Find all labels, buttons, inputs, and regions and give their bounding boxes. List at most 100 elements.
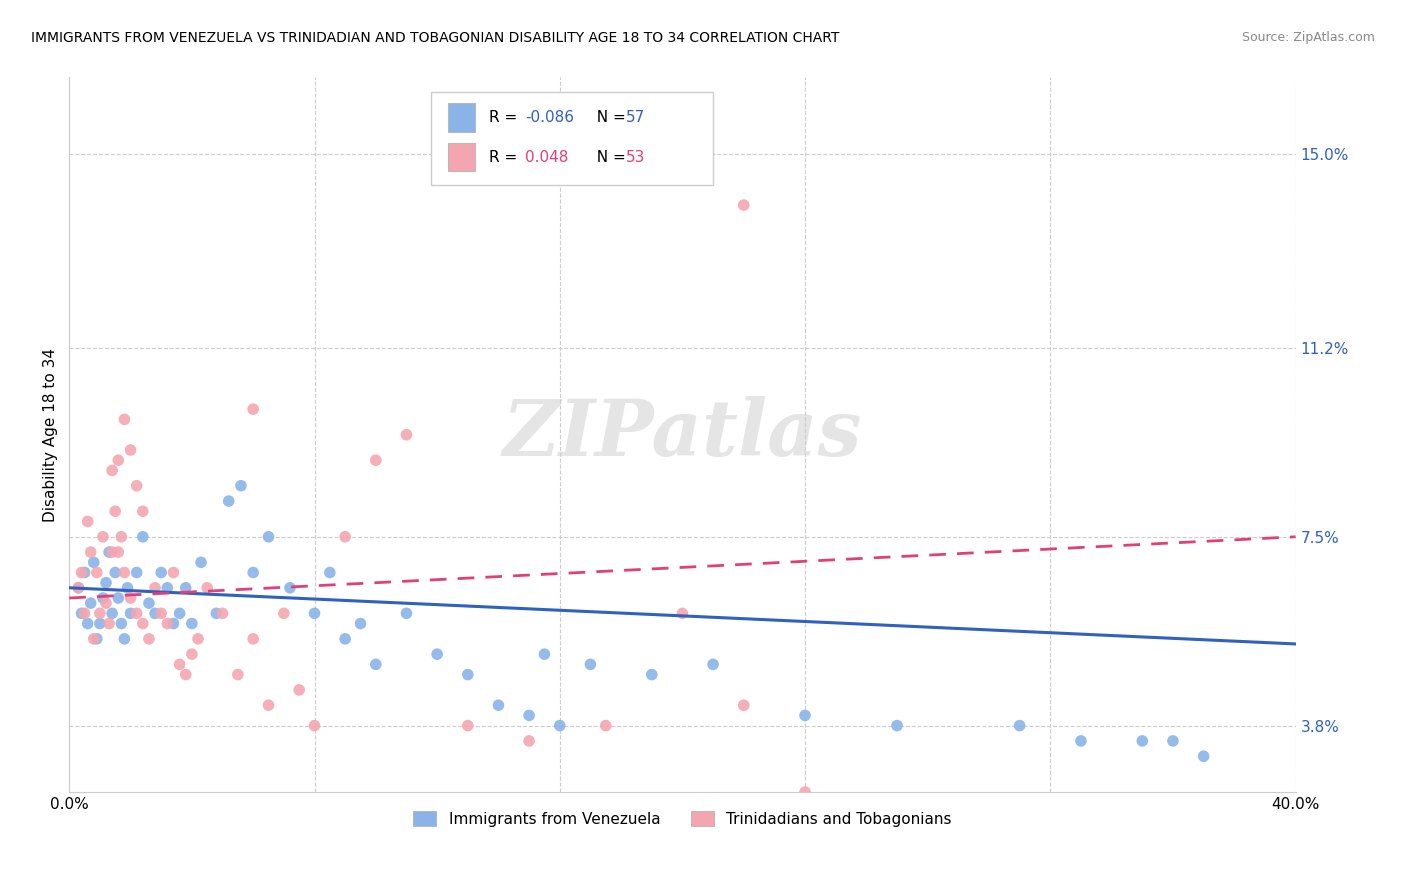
Point <box>242 566 264 580</box>
Point <box>86 566 108 580</box>
Point <box>457 718 479 732</box>
Point <box>73 566 96 580</box>
Point <box>273 607 295 621</box>
Point <box>333 632 356 646</box>
Point <box>94 575 117 590</box>
Point <box>211 607 233 621</box>
Point <box>180 647 202 661</box>
FancyBboxPatch shape <box>449 143 475 171</box>
Point <box>364 657 387 672</box>
Point <box>257 698 280 713</box>
Point <box>120 442 142 457</box>
Point <box>733 698 755 713</box>
Point <box>794 708 817 723</box>
Point <box>76 515 98 529</box>
Point <box>120 591 142 605</box>
Point <box>132 530 155 544</box>
Point <box>257 530 280 544</box>
Point <box>101 607 124 621</box>
Point <box>73 607 96 621</box>
Point <box>101 463 124 477</box>
Point <box>886 718 908 732</box>
Text: ZIPatlas: ZIPatlas <box>503 396 862 473</box>
Point <box>278 581 301 595</box>
Point <box>187 632 209 646</box>
Point <box>533 647 555 661</box>
Point <box>579 657 602 672</box>
Point <box>288 682 311 697</box>
Point <box>98 616 121 631</box>
Point <box>125 479 148 493</box>
Point <box>1008 718 1031 732</box>
Point <box>117 581 139 595</box>
Point <box>304 607 326 621</box>
Legend: Immigrants from Venezuela, Trinidadians and Tobagonians: Immigrants from Venezuela, Trinidadians … <box>406 804 959 834</box>
Point <box>125 607 148 621</box>
Point <box>174 581 197 595</box>
Text: 0.048: 0.048 <box>526 150 569 165</box>
Point <box>1130 734 1153 748</box>
Point <box>1192 749 1215 764</box>
Point <box>67 581 90 595</box>
Point <box>80 545 103 559</box>
Text: -0.086: -0.086 <box>526 111 575 125</box>
Point <box>120 607 142 621</box>
Point <box>156 616 179 631</box>
Point <box>517 734 540 748</box>
Point <box>150 607 173 621</box>
Point <box>226 667 249 681</box>
Point <box>162 616 184 631</box>
Point <box>138 596 160 610</box>
Point <box>86 632 108 646</box>
Point <box>733 198 755 212</box>
Point <box>80 596 103 610</box>
Point <box>98 545 121 559</box>
Point <box>107 545 129 559</box>
Point <box>150 566 173 580</box>
Point <box>426 647 449 661</box>
Point <box>242 402 264 417</box>
Point <box>91 530 114 544</box>
Point <box>190 555 212 569</box>
Point <box>671 607 693 621</box>
Point <box>229 479 252 493</box>
Text: Source: ZipAtlas.com: Source: ZipAtlas.com <box>1241 31 1375 45</box>
Point <box>794 785 817 799</box>
Point <box>205 607 228 621</box>
Point <box>364 453 387 467</box>
Point <box>94 596 117 610</box>
Point <box>112 632 135 646</box>
Point <box>548 718 571 732</box>
Point <box>91 591 114 605</box>
Point <box>595 718 617 732</box>
Point <box>70 607 93 621</box>
Point <box>104 504 127 518</box>
Y-axis label: Disability Age 18 to 34: Disability Age 18 to 34 <box>44 348 58 522</box>
Text: R =: R = <box>489 150 527 165</box>
Point <box>132 616 155 631</box>
Text: N =: N = <box>586 150 630 165</box>
Point <box>1161 734 1184 748</box>
Point <box>156 581 179 595</box>
Point <box>132 504 155 518</box>
Point <box>218 494 240 508</box>
Point <box>101 545 124 559</box>
FancyBboxPatch shape <box>449 103 475 132</box>
Point <box>180 616 202 631</box>
Point <box>319 566 342 580</box>
Point <box>702 657 724 672</box>
Point <box>110 616 132 631</box>
Point <box>349 616 371 631</box>
Point <box>143 581 166 595</box>
Text: N =: N = <box>586 111 630 125</box>
Point <box>107 591 129 605</box>
Point <box>169 657 191 672</box>
Point <box>70 566 93 580</box>
Point <box>174 667 197 681</box>
Point <box>395 427 418 442</box>
Point <box>517 708 540 723</box>
Point <box>83 555 105 569</box>
Point <box>641 667 664 681</box>
Point <box>112 566 135 580</box>
Point <box>76 616 98 631</box>
